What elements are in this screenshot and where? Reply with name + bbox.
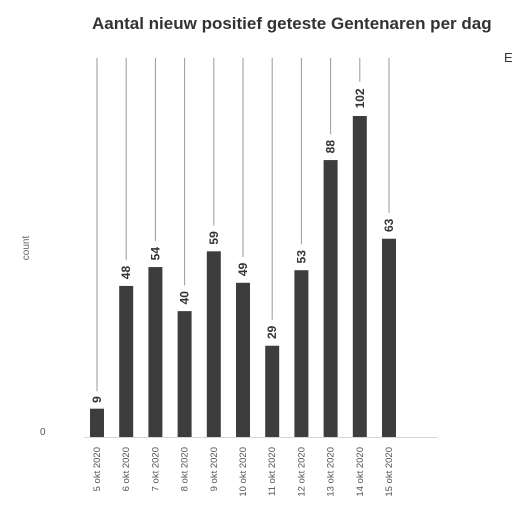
bar <box>265 345 280 437</box>
data-label: 63 <box>382 218 396 232</box>
bar <box>352 116 367 437</box>
x-tick-label: 14 okt 2020 <box>355 447 366 497</box>
data-label: 40 <box>178 291 192 305</box>
data-label: 48 <box>119 266 133 280</box>
x-tick-label: 9 okt 2020 <box>209 447 220 491</box>
bar <box>90 408 104 437</box>
bar <box>323 160 338 437</box>
x-tick-label: 8 okt 2020 <box>180 447 191 491</box>
bar <box>206 251 221 437</box>
bar <box>294 270 309 437</box>
bar <box>119 285 134 437</box>
data-label: 102 <box>353 88 367 108</box>
bar <box>382 238 396 437</box>
x-tick-label: 15 okt 2020 <box>384 447 395 497</box>
x-tick-label: 6 okt 2020 <box>121 447 132 491</box>
y-axis-label: count <box>21 236 32 261</box>
bar <box>236 282 250 437</box>
cropped-edge-text: E <box>504 50 513 65</box>
x-tick-label: 12 okt 2020 <box>296 447 307 497</box>
bar <box>177 311 192 437</box>
data-label: 29 <box>265 325 279 339</box>
data-label: 59 <box>207 231 221 245</box>
data-label: 49 <box>236 262 250 276</box>
data-label: 53 <box>294 250 308 264</box>
x-tick-label: 10 okt 2020 <box>238 447 249 497</box>
x-tick-label: 11 okt 2020 <box>267 447 278 496</box>
y-tick-label: 0 <box>40 427 46 438</box>
bars <box>90 116 396 437</box>
x-tick-label: 7 okt 2020 <box>150 447 161 491</box>
x-tick-labels: 5 okt 2020 6 okt 2020 7 okt 2020 8 okt 2020… <box>92 447 395 497</box>
leader-lines <box>96 58 390 392</box>
data-labels: 9 48 54 40 59 49 29 53 88 102 63 <box>90 88 396 403</box>
chart-title: Aantal nieuw positief geteste Gentenaren… <box>92 14 492 33</box>
data-label: 88 <box>324 140 338 154</box>
x-tick-label: 5 okt 2020 <box>92 447 103 491</box>
bar <box>148 267 163 437</box>
data-label: 9 <box>90 396 104 403</box>
data-label: 54 <box>148 247 162 261</box>
x-tick-label: 13 okt 2020 <box>326 447 337 497</box>
